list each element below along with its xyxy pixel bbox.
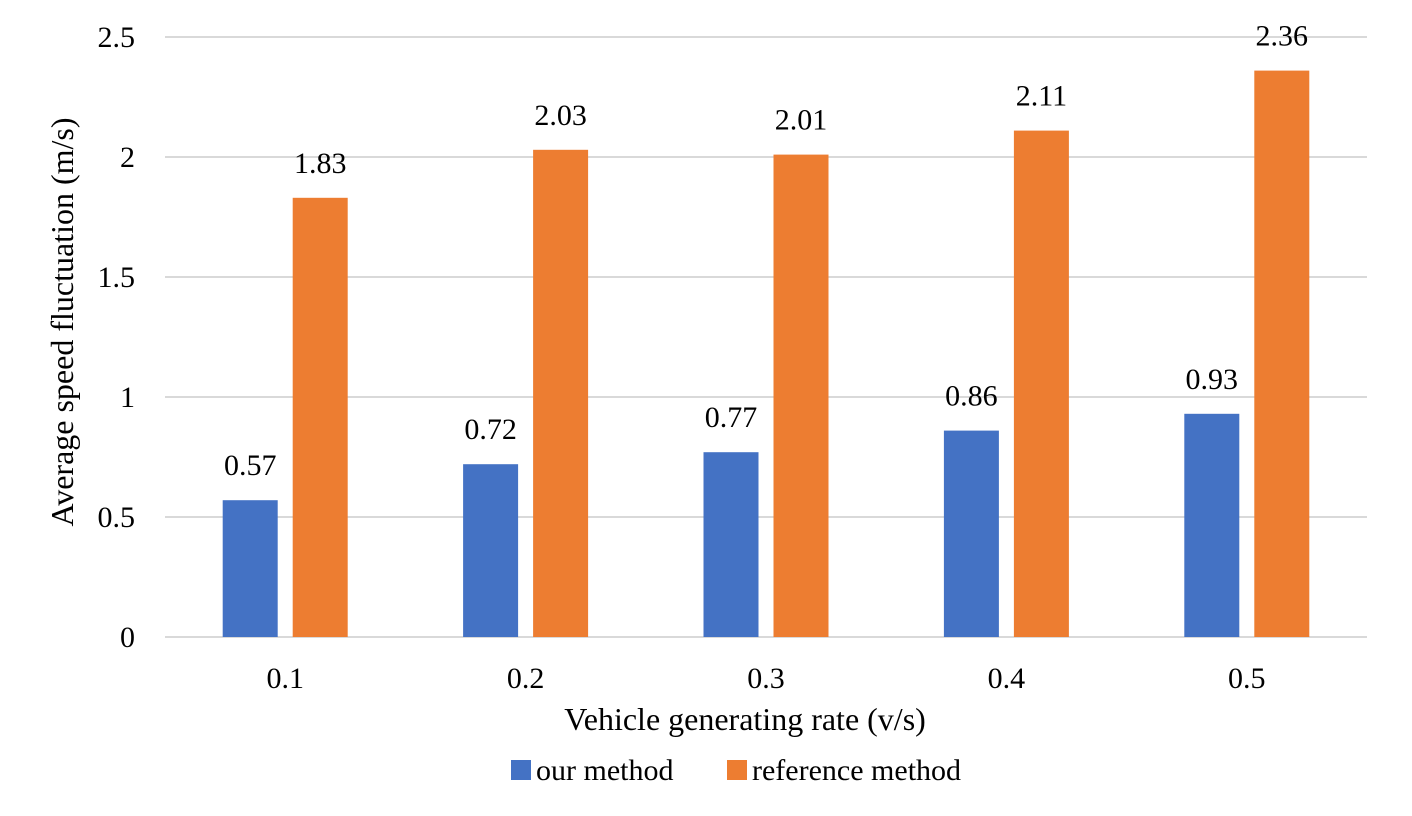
bar-our-method — [463, 464, 519, 637]
y-tick-label: 0.5 — [98, 501, 136, 534]
y-tick-label: 1 — [120, 381, 135, 414]
x-tick-label: 0.2 — [507, 662, 545, 695]
y-tick-label: 2 — [120, 141, 135, 174]
data-label: 0.77 — [705, 401, 758, 434]
data-label: 0.57 — [224, 449, 277, 482]
bars — [222, 70, 1310, 638]
legend-swatch-our-method — [511, 760, 531, 780]
legend-label-reference-method: reference method — [752, 754, 961, 787]
bar-our-method — [943, 430, 999, 637]
y-tick-label: 0 — [120, 621, 135, 654]
x-tick-label: 0.1 — [266, 662, 304, 695]
data-label: 0.72 — [464, 413, 517, 446]
bar-reference-method — [1254, 70, 1310, 638]
x-tick-label: 0.5 — [1228, 662, 1266, 695]
data-labels: 0.57 1.83 0.72 2.03 0.77 2.01 0.86 2.11 0.93 2.36 — [224, 20, 1308, 483]
data-label: 0.86 — [945, 380, 998, 413]
bar-our-method — [1184, 413, 1240, 637]
data-label: 0.93 — [1186, 363, 1239, 396]
gridlines — [165, 36, 1367, 638]
bar-our-method — [703, 452, 759, 637]
y-axis-ticks: 0 0.5 1 1.5 2 2.5 — [98, 21, 136, 654]
legend: our method reference method — [511, 754, 961, 787]
data-label: 2.03 — [534, 99, 587, 132]
legend-swatch-reference-method — [727, 760, 747, 780]
data-label: 1.83 — [294, 147, 347, 180]
legend-label-our-method: our method — [536, 754, 673, 787]
bar-reference-method — [292, 197, 348, 638]
data-label: 2.01 — [775, 104, 828, 137]
y-tick-label: 2.5 — [98, 21, 136, 54]
data-label: 2.11 — [1016, 80, 1067, 113]
bar-reference-method — [533, 149, 589, 638]
x-tick-label: 0.3 — [747, 662, 785, 695]
x-tick-label: 0.4 — [988, 662, 1026, 695]
y-tick-label: 1.5 — [98, 261, 136, 294]
data-label: 2.36 — [1256, 20, 1309, 53]
bar-reference-method — [1013, 130, 1069, 637]
x-axis-ticks: 0.1 0.2 0.3 0.4 0.5 — [266, 662, 1265, 695]
bar-our-method — [222, 500, 278, 637]
x-axis-title: Vehicle generating rate (v/s) — [564, 701, 926, 737]
bar-reference-method — [773, 154, 829, 637]
y-axis-title: Average speed fluctuation (m/s) — [44, 117, 80, 526]
